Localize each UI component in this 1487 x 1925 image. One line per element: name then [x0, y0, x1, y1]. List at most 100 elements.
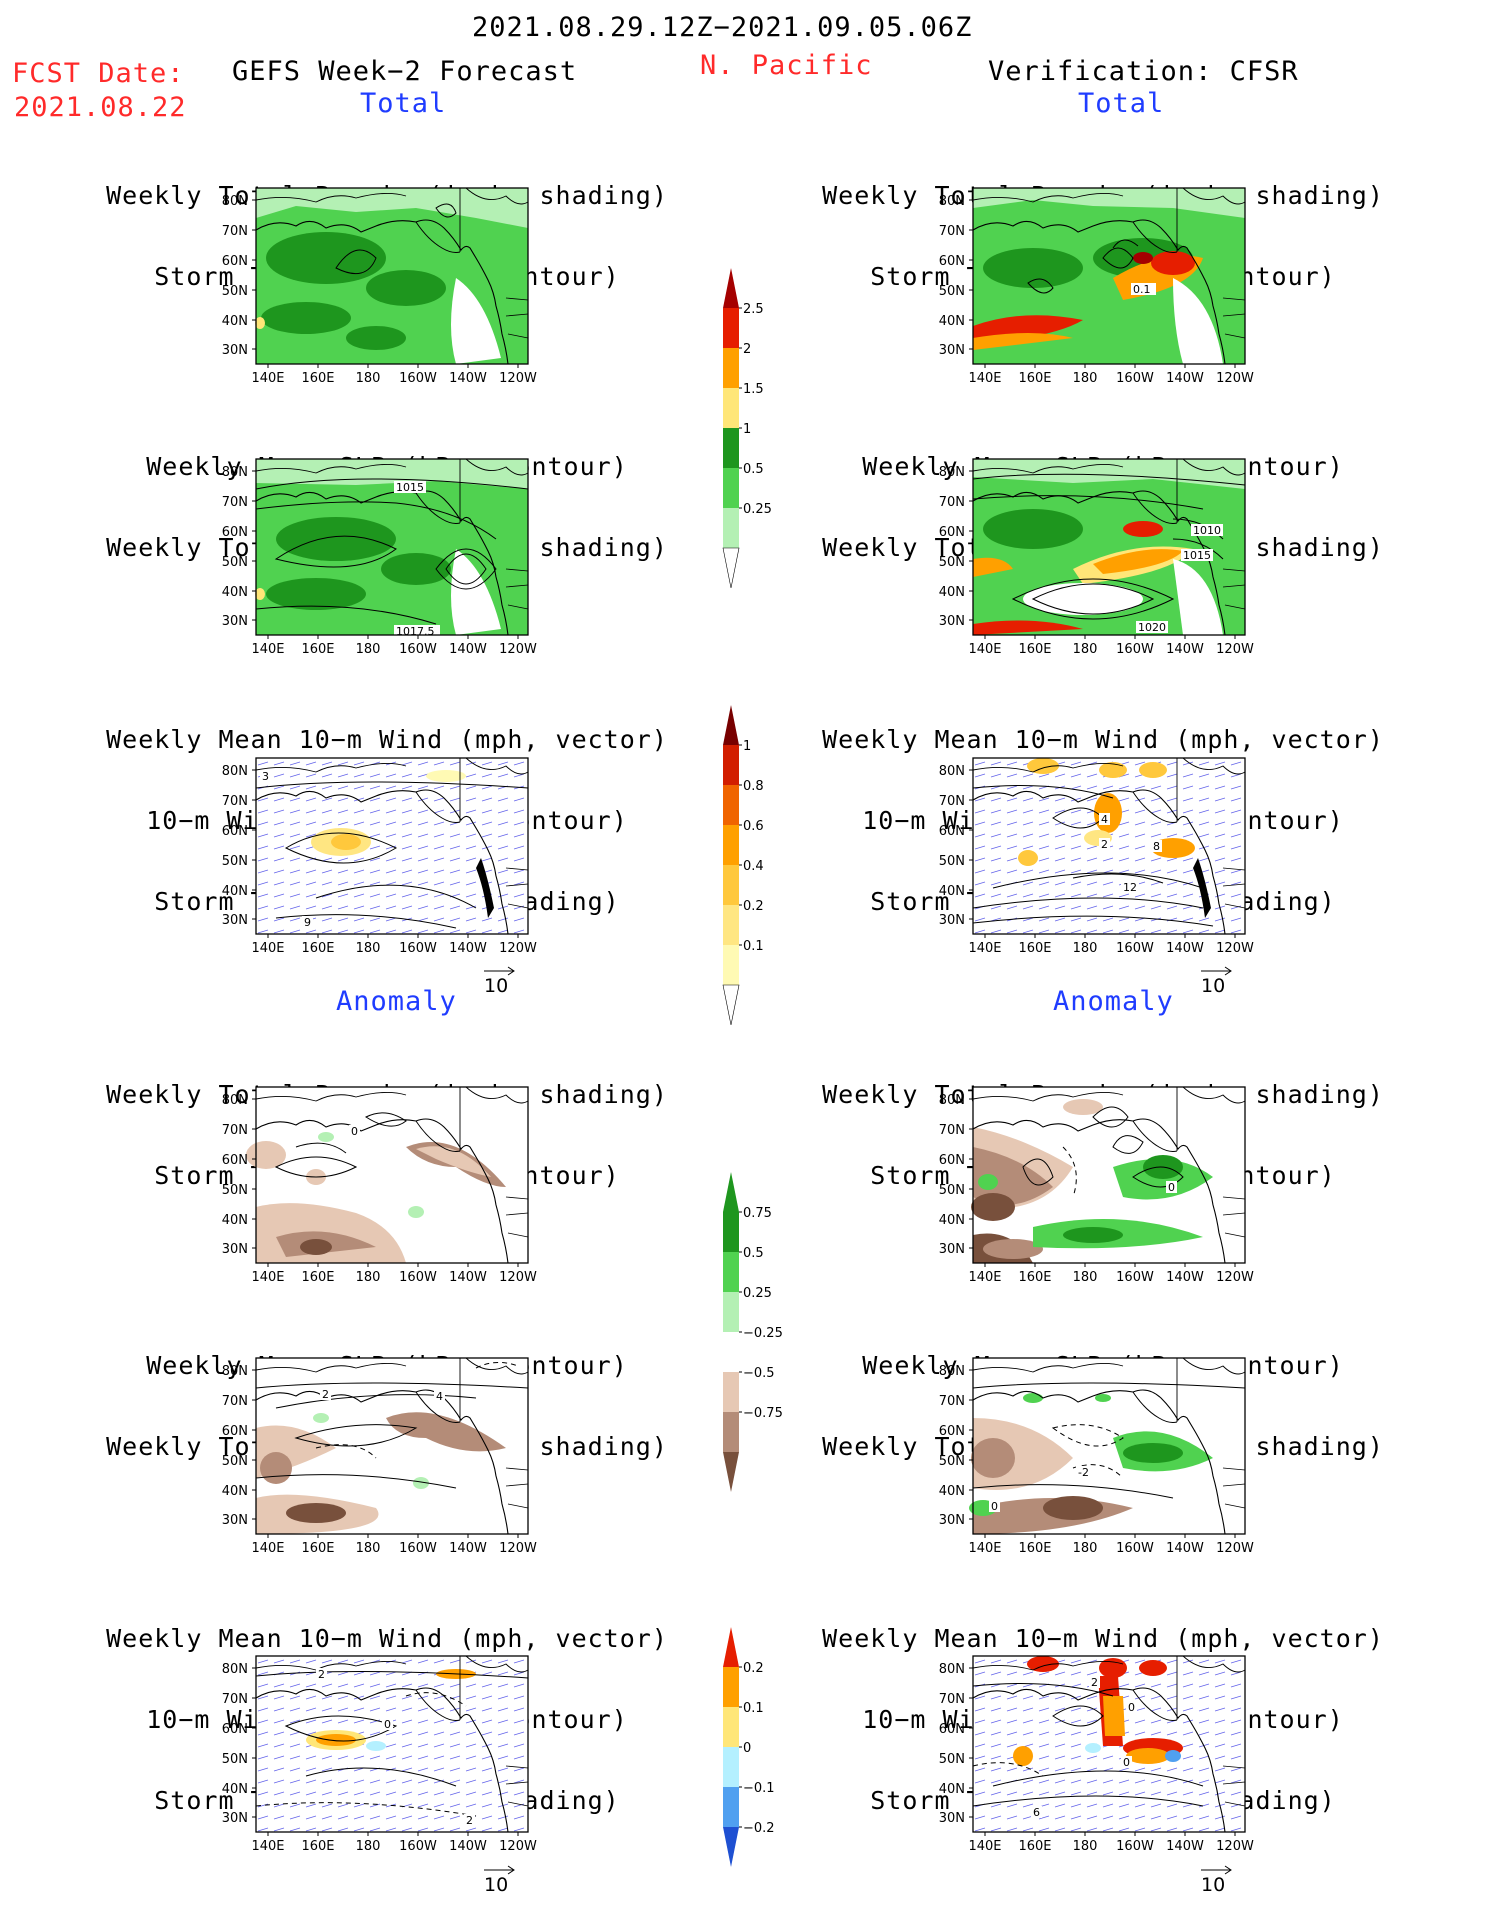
contour-label: 0 [351, 1125, 358, 1138]
lat-tick-label: 70N [222, 495, 248, 510]
contour-line [255, 1802, 477, 1817]
contour-line [305, 1767, 457, 1787]
lon-tick-label: 180 [1073, 642, 1098, 657]
contour-line [992, 872, 1204, 889]
coastline-north [972, 464, 1124, 474]
coastline-arctic [465, 1086, 529, 1104]
colorbar-label: 0.2 [743, 1661, 764, 1676]
contour-line [1027, 278, 1054, 294]
map-frame [972, 187, 1246, 365]
lon-tick-label: 180 [1073, 1839, 1098, 1854]
lon-tick-label: 140E [251, 642, 284, 657]
shading-wet [1123, 1443, 1183, 1463]
contour-label-bg [434, 1390, 445, 1402]
coastline [972, 1118, 1226, 1264]
shading-storm [316, 1734, 356, 1746]
lon-tick-label: 140W [449, 1839, 487, 1854]
coastline-north [972, 1363, 1124, 1373]
shading-storm [426, 770, 466, 782]
shading-dry [386, 1412, 506, 1452]
contour-label: 2 [1101, 838, 1108, 851]
lat-tick-label: 50N [222, 1454, 248, 1469]
shading-dry [983, 1239, 1043, 1259]
map-frame [255, 1357, 529, 1535]
shading-dry [971, 1438, 1015, 1478]
lat-tick-label: 50N [939, 1752, 965, 1767]
lat-tick-label: 30N [222, 913, 248, 928]
lat-tick-label: 50N [939, 284, 965, 299]
contour-label: 1017.5 [396, 625, 435, 638]
state-lines [505, 297, 529, 339]
lat-tick-label: 50N [939, 854, 965, 869]
colorbar-label: 0.25 [743, 502, 772, 517]
shading-storm [1139, 762, 1167, 778]
contour-line [294, 1424, 418, 1447]
shading-red [1123, 521, 1163, 537]
contour-label: 0 [1168, 1181, 1175, 1194]
lat-tick-label: 70N [939, 1394, 965, 1409]
contour-label-bg [464, 1814, 475, 1826]
lat-tick-label: 50N [222, 1752, 248, 1767]
shading-dark [261, 302, 351, 334]
vector-ref-label: 10 [1201, 975, 1225, 997]
lat-tick-label: 70N [222, 1394, 248, 1409]
contour-line [1102, 247, 1134, 269]
lat-tick-label: 40N [939, 1213, 965, 1228]
contour-label: 2 [318, 1668, 325, 1681]
left-anomaly-label: Anomaly [336, 986, 457, 1017]
shading-yellow [255, 588, 265, 600]
state-lines [1222, 1765, 1246, 1807]
lat-tick-label: 70N [939, 495, 965, 510]
shading-dry [1173, 278, 1223, 364]
map-frame [255, 1655, 529, 1833]
lat-tick-label: 80N [222, 1093, 248, 1108]
lat-tick-label: 40N [222, 1213, 248, 1228]
colorbar-segment [723, 1252, 739, 1292]
colorbar-segment [723, 1667, 739, 1707]
contour-label: 0 [1123, 1756, 1130, 1769]
colorbar-label: 2 [743, 342, 751, 357]
lon-tick-label: 160E [301, 642, 334, 657]
lat-tick-label: 30N [939, 1513, 965, 1528]
lat-tick-label: 80N [222, 1662, 248, 1677]
shading-wet [978, 1174, 998, 1190]
vector-ref-label: 10 [484, 975, 508, 997]
coastline [972, 490, 1226, 636]
shading-dry [286, 1503, 346, 1523]
lon-tick-label: 180 [356, 1839, 381, 1854]
lon-tick-label: 180 [356, 1541, 381, 1556]
coastline-north [972, 193, 1124, 203]
colorbar-segment [723, 1372, 739, 1412]
lat-tick-label: 40N [222, 884, 248, 899]
lat-tick-label: 30N [222, 1513, 248, 1528]
colorbar-label: 1 [743, 739, 751, 754]
shading-orange [1093, 549, 1183, 574]
colorbar-label: 0.8 [743, 779, 764, 794]
shading-dark [266, 578, 366, 610]
lat-tick-label: 40N [939, 1484, 965, 1499]
lon-tick-label: 140W [1166, 1839, 1204, 1854]
lon-tick-label: 140E [968, 371, 1001, 386]
lat-tick-label: 60N [222, 1153, 248, 1168]
contour-line [284, 832, 398, 864]
contour-label-bg [382, 1718, 393, 1730]
shading-dry [1063, 1099, 1103, 1115]
coastline-north [255, 1661, 407, 1671]
shading-wet [413, 1477, 429, 1489]
coastline-gulf [415, 791, 461, 823]
lat-tick-label: 50N [939, 1454, 965, 1469]
coastline-north [972, 763, 1124, 773]
lat-tick-label: 60N [939, 1424, 965, 1439]
lat-tick-label: 30N [939, 1242, 965, 1257]
lon-tick-label: 160E [301, 1270, 334, 1285]
lon-tick-label: 160E [301, 1541, 334, 1556]
lon-tick-label: 180 [356, 941, 381, 956]
lon-tick-label: 120W [1216, 1541, 1254, 1556]
contour-line [1132, 1166, 1184, 1188]
lon-tick-label: 160E [1018, 371, 1051, 386]
contour-label-bg [394, 481, 426, 493]
contour-line [255, 1382, 529, 1389]
lat-tick-label: 40N [222, 314, 248, 329]
